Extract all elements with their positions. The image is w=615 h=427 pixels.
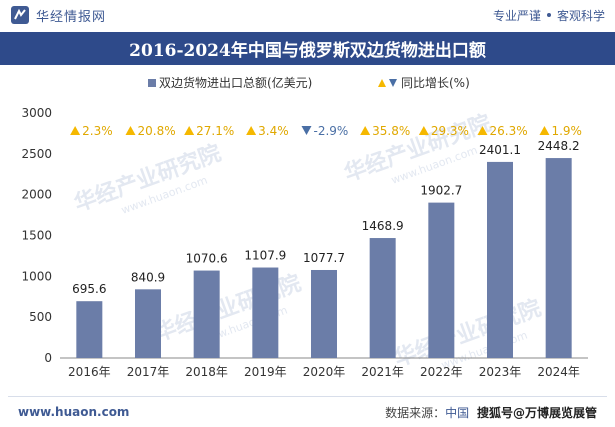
growth-up-triangle-icon [246,126,257,135]
tagline-2: 客观科学 [556,8,605,23]
brand-name: 华经情报网 [36,9,107,25]
y-tick-label: 2500 [21,147,52,161]
bar [369,238,396,358]
x-tick-label: 2024年 [537,365,580,379]
y-tick-label: 3000 [21,106,52,120]
x-tick-label: 2021年 [361,365,404,379]
growth-up-triangle-icon [70,126,81,135]
tagline-1: 专业严谨 [492,8,541,23]
overlay-text: 搜狐号@万博展览展管 [476,405,597,420]
taglines: 专业严谨 客观科学 [493,7,605,24]
top-bar: 华经情报网 专业严谨 客观科学 [0,0,615,30]
bar-value-label: 1077.7 [303,251,345,265]
growth-label: 26.3% [490,124,528,138]
x-tick-label: 2017年 [127,365,170,379]
bar [487,161,513,358]
bar-value-label: 2401.1 [479,143,521,157]
growth-up-triangle-icon [477,126,488,135]
growth-up-triangle-icon [125,126,136,135]
brand: 华经情报网 [10,5,106,25]
bar-chart: 华经产业研究院www.huaon.com华经产业研究院www.huaon.com… [21,75,588,379]
y-tick-label: 1500 [21,229,52,243]
bars: 695.6 840.9 1070.6 1107.9 1077.7 1468.9 1902.7… [72,139,580,358]
growth-labels: 2.3% 20.8% 27.1% 3.4% -2.9% 35.8% 29.3% 26.3% 1.… [70,124,582,138]
growth-up-triangle-icon [184,126,195,135]
bar-value-label: 1468.9 [362,219,404,233]
bar [428,202,455,358]
bar-value-label: 695.6 [72,282,106,296]
growth-label: 20.8% [138,124,176,138]
bar [311,269,337,358]
bar-value-label: 2448.2 [538,139,580,153]
source-org: 中国 [445,405,470,420]
growth-label: 29.3% [431,124,469,138]
huajing-logo-icon [11,6,29,24]
legend-growth-label: 同比增长(%) [401,76,470,90]
bar [252,267,279,358]
footer-source: 数据来源：中国 搜狐号@万博展览展管 [385,404,597,421]
bar-value-label: 1902.7 [420,184,462,198]
y-tick-label: 2000 [21,188,52,202]
x-tick-label: 2018年 [185,365,228,379]
x-tick-label: 2023年 [479,365,522,379]
growth-label: 2.3% [82,124,113,138]
bar [135,289,161,358]
footer-divider [8,396,607,397]
separator-dot [546,13,551,17]
legend-down-triangle-icon [389,79,397,87]
growth-up-triangle-icon [418,126,429,135]
x-tick-label: 2019年 [244,365,287,379]
growth-label: 27.1% [196,124,234,138]
bar-value-label: 840.9 [131,270,165,284]
footer-site: www.huaon.com [18,405,130,419]
growth-up-triangle-icon [360,126,371,135]
bar [76,301,103,358]
growth-up-triangle-icon [539,126,550,135]
y-tick-label: 1000 [21,269,52,283]
chart-title: 2016-2024年中国与俄罗斯双边货物进出口额 [0,32,615,65]
footer: www.huaon.com 数据来源：中国 搜狐号@万博展览展管 [0,397,615,427]
bar [545,158,572,358]
legend-bar-swatch [148,79,156,87]
y-tick-label: 0 [44,351,52,365]
bar [193,270,220,358]
bar-value-label: 1070.6 [186,252,228,266]
legend-up-triangle-icon [378,79,386,87]
y-tick-label: 500 [29,310,52,324]
bar-value-label: 1107.9 [244,249,286,263]
growth-label: 1.9% [551,124,582,138]
x-tick-label: 2020年 [303,365,346,379]
growth-label: -2.9% [314,124,349,138]
legend-bar-label: 双边货物进出口总额(亿美元) [159,75,312,90]
x-tick-label: 2016年 [68,365,111,379]
source-prefix: 数据来源： [385,405,446,420]
x-tick-label: 2022年 [420,365,463,379]
growth-label: 35.8% [372,124,410,138]
growth-label: 3.4% [258,124,289,138]
growth-down-triangle-icon [301,126,312,135]
legend: 双边货物进出口总额(亿美元) 同比增长(%) [148,75,470,90]
